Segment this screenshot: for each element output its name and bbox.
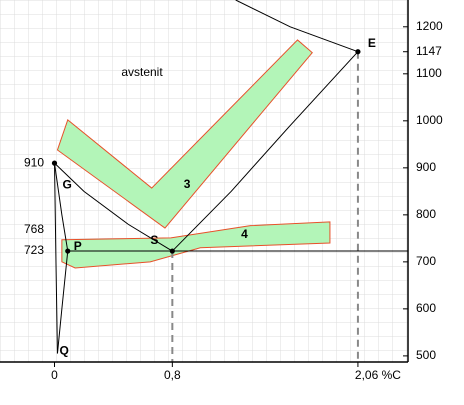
phase-name: avstenit [121, 65, 163, 79]
point-label: S [150, 233, 158, 247]
region-label: 4 [241, 227, 248, 241]
region-band [61, 221, 331, 269]
y-tick-label: 1100 [416, 66, 442, 80]
phase-line [54, 162, 173, 252]
phase-line [56, 250, 69, 354]
point-dot [51, 160, 58, 166]
point-dot [169, 248, 175, 254]
left-tick-label: 723 [24, 243, 44, 257]
region-label: 3 [184, 177, 191, 191]
y-tick-label: 900 [416, 160, 436, 174]
y-tick-label: 800 [416, 207, 436, 221]
point-dot [65, 248, 71, 254]
point-label: E [368, 36, 376, 50]
left-tick-label: 910 [24, 155, 44, 169]
x-tick-label: 0 [51, 368, 58, 382]
phase-line [235, 0, 359, 53]
x-tick-label: 2,06 %C [355, 368, 401, 382]
phase-line [54, 163, 69, 252]
y-tick-label: 600 [416, 301, 436, 315]
point-label: P [74, 239, 82, 253]
region-band [56, 39, 313, 229]
y-tick-label: 500 [416, 348, 436, 362]
y-tick-label: 1147 [416, 44, 442, 58]
y-tick-label: 1000 [416, 113, 443, 127]
point-label: G [62, 177, 71, 191]
left-tick-label: 768 [24, 222, 44, 236]
y-tick-label: 1200 [416, 19, 443, 33]
x-tick-label: 0,8 [164, 368, 181, 382]
y-tick-label: 700 [416, 254, 436, 268]
phase-line [53, 163, 58, 354]
point-label: Q [59, 344, 68, 358]
point-dot [355, 49, 361, 55]
phase-line [171, 51, 359, 252]
